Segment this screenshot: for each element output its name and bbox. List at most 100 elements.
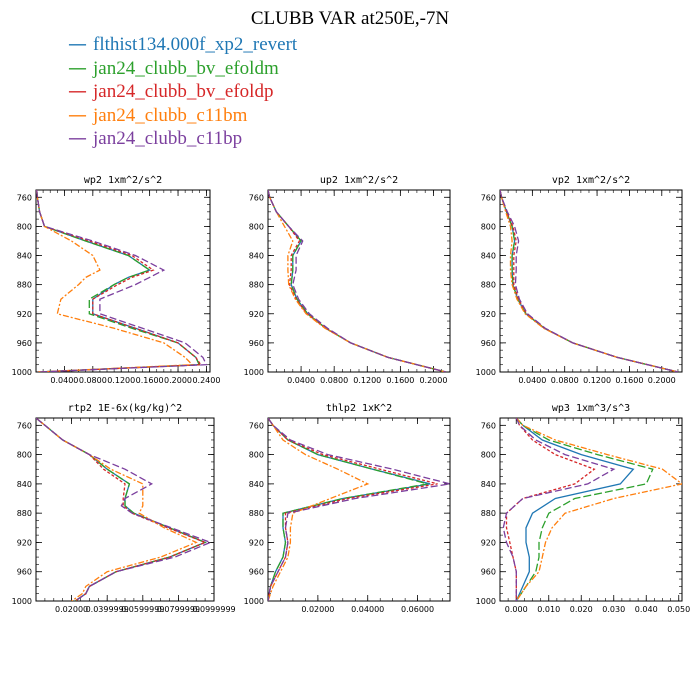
x-tick-label: 0.2000 bbox=[419, 376, 447, 385]
plot-frame bbox=[35, 189, 211, 373]
y-tick-label: 920 bbox=[481, 310, 496, 319]
x-tick-label: 0.0400 bbox=[287, 376, 315, 385]
series-line bbox=[268, 190, 447, 372]
y-tick-label: 880 bbox=[249, 281, 264, 290]
y-tick-label: 800 bbox=[249, 222, 264, 231]
series-line bbox=[515, 418, 635, 601]
legend-swatch: — bbox=[68, 56, 87, 79]
y-tick-label: 960 bbox=[249, 568, 264, 577]
x-tick-label: 0.0800 bbox=[79, 376, 107, 385]
legend-item: — flthist134.000f_xp2_revert bbox=[68, 33, 297, 57]
legend-item: — jan24_clubb_c11bp bbox=[68, 127, 297, 151]
x-tick-label: 0.1200 bbox=[107, 376, 135, 385]
y-tick-label: 920 bbox=[17, 310, 32, 319]
series-line bbox=[268, 418, 450, 601]
y-tick-label: 1000 bbox=[244, 597, 264, 606]
series-line bbox=[268, 418, 370, 601]
chart-panel: thlp2 1xK^2 760 800 840 880 920 960 1000 0.02000… bbox=[244, 403, 451, 614]
plot-frame bbox=[267, 189, 451, 373]
panel-title: wp3 1xm^3/s^3 bbox=[552, 403, 630, 414]
y-tick-label: 960 bbox=[17, 339, 32, 348]
series-line bbox=[36, 190, 201, 372]
y-tick-label: 880 bbox=[17, 509, 32, 518]
x-tick-label: 0.0399999 bbox=[86, 605, 129, 614]
legend-swatch: — bbox=[68, 33, 87, 55]
chart-panel: up2 1xm^2/s^2 760 800 840 880 920 960 1000 0.040… bbox=[244, 175, 451, 385]
y-tick-label: 920 bbox=[481, 538, 496, 547]
series-line bbox=[36, 190, 201, 372]
legend-label: jan24_clubb_bv_efoldm bbox=[93, 57, 279, 79]
y-tick-label: 760 bbox=[17, 193, 32, 202]
series-line bbox=[500, 190, 679, 372]
y-tick-label: 1000 bbox=[476, 597, 496, 606]
legend-swatch: — bbox=[68, 127, 87, 149]
legend-swatch: — bbox=[68, 80, 87, 102]
x-tick-label: 0.2400 bbox=[192, 376, 220, 385]
x-tick-label: 0.1200 bbox=[583, 376, 611, 385]
y-tick-label: 960 bbox=[481, 568, 496, 577]
panel-title: thlp2 1xK^2 bbox=[326, 403, 392, 414]
legend: — flthist134.000f_xp2_revert — jan24_clubb… bbox=[68, 33, 297, 151]
y-tick-label: 960 bbox=[17, 568, 32, 577]
y-tick-label: 1000 bbox=[12, 368, 32, 377]
series-line bbox=[502, 418, 616, 601]
legend-item: — jan24_clubb_c11bm bbox=[68, 104, 297, 128]
x-tick-label: 0.2000 bbox=[648, 376, 676, 385]
y-tick-label: 1000 bbox=[244, 368, 264, 377]
x-tick-label: 0.0999999 bbox=[192, 605, 235, 614]
legend-label: jan24_clubb_bv_efoldp bbox=[93, 81, 274, 102]
y-tick-label: 800 bbox=[17, 222, 32, 231]
panel-title: up2 1xm^2/s^2 bbox=[320, 175, 398, 186]
series-line bbox=[36, 418, 207, 601]
y-tick-label: 880 bbox=[481, 509, 496, 518]
y-tick-label: 960 bbox=[249, 339, 264, 348]
x-tick-label: 0.030 bbox=[602, 605, 625, 614]
y-tick-label: 920 bbox=[17, 538, 32, 547]
plot-frame bbox=[267, 417, 451, 602]
y-tick-label: 1000 bbox=[476, 368, 496, 377]
x-tick-label: 0.1200 bbox=[353, 376, 381, 385]
series-line bbox=[268, 190, 447, 372]
y-tick-label: 920 bbox=[249, 538, 264, 547]
panel-title: vp2 1xm^2/s^2 bbox=[552, 175, 630, 186]
x-tick-label: 0.02000 bbox=[301, 605, 334, 614]
series-line bbox=[515, 418, 682, 601]
x-tick-label: 0.0400 bbox=[518, 376, 546, 385]
x-tick-label: 0.0599999 bbox=[121, 605, 164, 614]
y-tick-label: 840 bbox=[481, 252, 496, 261]
panel-title: rtp2 1E-6x(kg/kg)^2 bbox=[68, 403, 182, 414]
series-line bbox=[36, 418, 207, 601]
chart-panel: rtp2 1E-6x(kg/kg)^2 760 800 840 880 920 960 100… bbox=[12, 403, 236, 614]
x-tick-label: 0.1600 bbox=[386, 376, 414, 385]
page-title: CLUBB VAR at250E,-7N bbox=[250, 8, 450, 29]
y-tick-label: 920 bbox=[249, 310, 264, 319]
x-tick-label: 0.02000 bbox=[55, 605, 88, 614]
y-tick-label: 760 bbox=[249, 421, 264, 430]
y-tick-label: 840 bbox=[17, 480, 32, 489]
y-tick-label: 800 bbox=[481, 222, 496, 231]
y-tick-label: 800 bbox=[17, 451, 32, 460]
series-line bbox=[515, 418, 654, 601]
x-tick-label: 0.000 bbox=[505, 605, 528, 614]
series-line bbox=[500, 190, 679, 372]
plot-frame bbox=[35, 417, 215, 602]
chart-panel: wp3 1xm^3/s^3 760 800 840 880 920 960 1000 0.000… bbox=[476, 403, 691, 614]
y-tick-label: 960 bbox=[481, 339, 496, 348]
x-tick-label: 0.0800 bbox=[320, 376, 348, 385]
y-tick-label: 840 bbox=[249, 252, 264, 261]
x-tick-label: 0.04000 bbox=[351, 605, 384, 614]
y-tick-label: 1000 bbox=[12, 597, 32, 606]
x-tick-label: 0.0800 bbox=[551, 376, 579, 385]
y-tick-label: 840 bbox=[249, 480, 264, 489]
x-tick-label: 0.06000 bbox=[401, 605, 434, 614]
legend-item: — jan24_clubb_bv_efoldm bbox=[68, 57, 297, 81]
x-tick-label: 0.040 bbox=[635, 605, 658, 614]
series-line bbox=[36, 418, 198, 601]
legend-label: jan24_clubb_c11bm bbox=[93, 104, 248, 126]
series-line bbox=[500, 190, 679, 372]
plot-frame bbox=[499, 417, 683, 602]
y-tick-label: 760 bbox=[481, 421, 496, 430]
x-tick-label: 0.1600 bbox=[615, 376, 643, 385]
legend-label: jan24_clubb_c11bp bbox=[93, 128, 243, 149]
x-tick-label: 0.020 bbox=[570, 605, 593, 614]
